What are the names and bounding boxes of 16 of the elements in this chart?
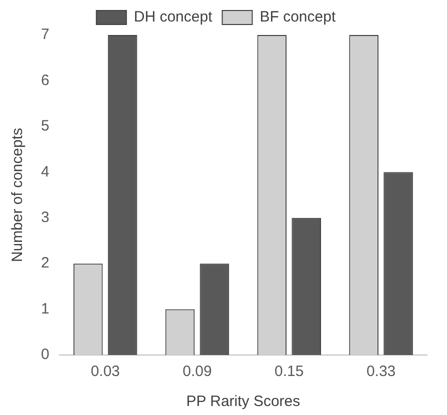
x-tick-label: 0.03 [90, 363, 120, 380]
y-tick-label: 5 [41, 118, 50, 135]
legend-label: BF concept [260, 8, 336, 26]
y-tick-label: 6 [41, 72, 50, 89]
y-axis-title: Number of concepts [9, 128, 26, 262]
x-axis-title: PP Rarity Scores [186, 393, 300, 410]
x-tick-label: 0.33 [366, 363, 396, 380]
y-tick-label: 2 [41, 254, 50, 272]
y-tick-label: 1 [41, 300, 50, 318]
x-tick-label: 0.15 [274, 363, 304, 380]
y-tick-label: 3 [41, 209, 50, 226]
y-tick-label: 7 [41, 26, 50, 44]
y-tick-label: 0 [41, 346, 50, 364]
y-tick-label: 4 [41, 163, 50, 180]
legend-label: DH concept [134, 8, 214, 26]
x-tick-label: 0.09 [182, 363, 212, 380]
